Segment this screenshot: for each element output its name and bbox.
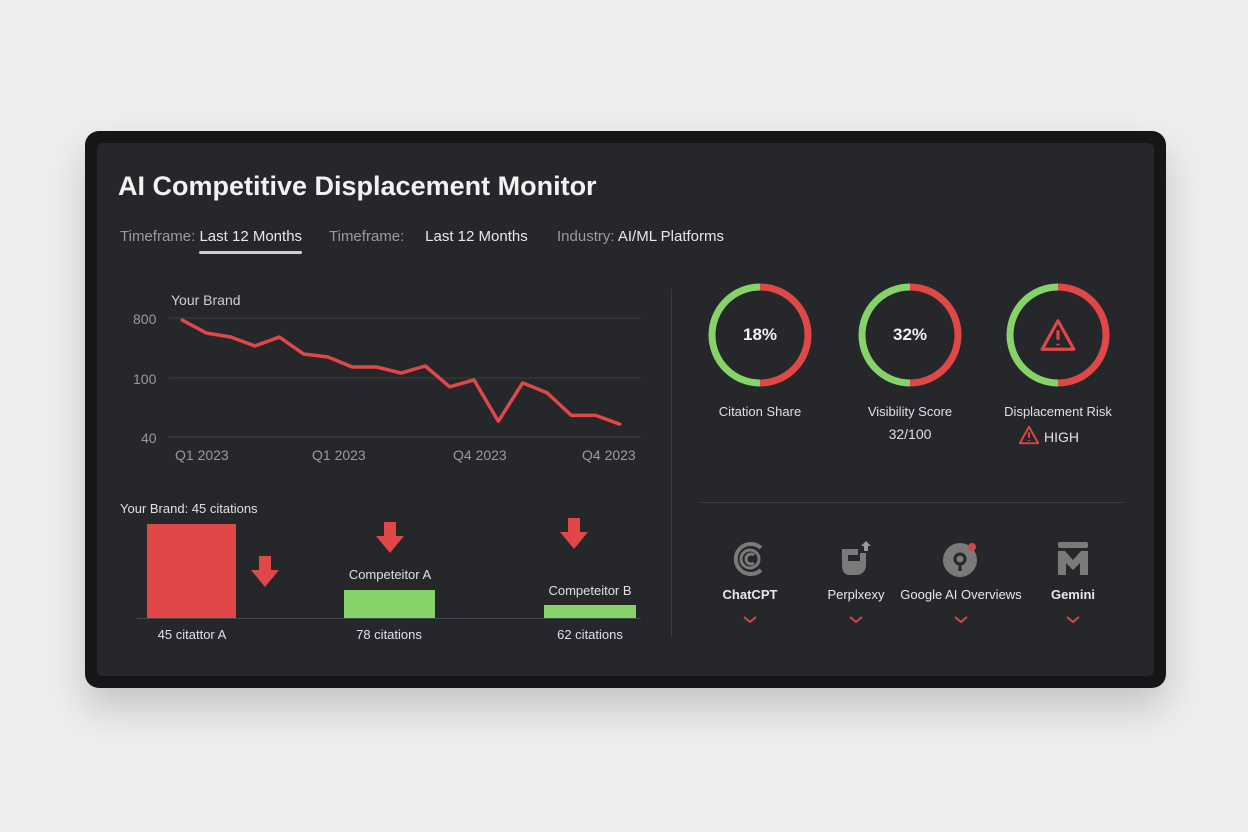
platform-name: ChatCPT	[722, 587, 778, 602]
gauge-value: 32%	[892, 325, 928, 344]
gauge-label: Visibility Score	[867, 404, 953, 419]
platform-2[interactable]: Google AI Overviews	[891, 539, 1031, 639]
gauge-label: Displacement Risk	[1004, 404, 1112, 419]
x-tick: Q4 2023	[453, 447, 507, 463]
filter-label: Timeframe:	[329, 228, 405, 245]
divider	[700, 502, 1125, 503]
risk-level: HIGH	[1044, 428, 1079, 445]
chevron-down-icon[interactable]	[849, 615, 863, 625]
warning-icon	[1018, 424, 1040, 449]
gauge-ring	[858, 283, 962, 387]
line-point	[375, 365, 379, 369]
gauge-subvalue: 32/100	[888, 426, 932, 442]
filter-label: Industry:	[557, 228, 615, 245]
line-chart	[169, 317, 641, 438]
bar-value-label: 45 citattor A	[157, 627, 227, 642]
x-tick: Q4 2023	[582, 447, 636, 463]
chevron-down-icon[interactable]	[954, 615, 968, 625]
bar-value-label: 62 citations	[557, 627, 623, 642]
gauge-ring	[708, 283, 812, 387]
platform-name: Google AI Overviews	[900, 587, 1022, 602]
warning-icon	[1039, 316, 1077, 359]
line-point	[618, 422, 622, 426]
gemini-icon	[1053, 539, 1093, 584]
dashboard-panel: AI Competitive Displacement Monitor Time…	[97, 143, 1154, 676]
filter-value: Last 12 Months	[199, 228, 303, 245]
chatgpt-icon	[730, 539, 770, 584]
x-tick: Q1 2023	[175, 447, 229, 463]
platform-name: Perplxexy	[827, 587, 885, 602]
line-point	[569, 413, 573, 417]
line-point	[277, 335, 281, 339]
active-filter-underline	[199, 251, 302, 254]
line-point	[448, 385, 452, 389]
filter-value: Last 12 Months	[425, 228, 528, 245]
filter-industry[interactable]: Industry: AI/ML Platforms	[557, 228, 724, 245]
perplexity-icon	[836, 539, 876, 584]
line-point	[204, 331, 208, 335]
filter-label: Timeframe:	[120, 228, 196, 245]
platform-3[interactable]: Gemini	[1003, 539, 1143, 639]
bar-label: Competeitor A	[348, 567, 432, 582]
chevron-down-icon[interactable]	[1066, 615, 1080, 625]
line-point	[594, 413, 598, 417]
gauge-value: 18%	[742, 325, 778, 344]
y-tick: 40	[141, 430, 157, 446]
platform-0[interactable]: ChatCPT	[680, 539, 820, 639]
line-point	[302, 352, 306, 356]
bar-value-label: 78 citations	[356, 627, 422, 642]
line-point	[545, 391, 549, 395]
line-point	[399, 371, 403, 375]
line-point	[350, 365, 354, 369]
line-point	[521, 381, 525, 385]
bar-competitor-a	[344, 590, 435, 618]
risk-badge: HIGH	[1018, 424, 1079, 449]
y-tick: 100	[133, 371, 157, 387]
down-arrow-icon	[251, 556, 279, 587]
down-arrow-icon	[560, 518, 588, 549]
bar-label: Competeitor B	[548, 583, 632, 598]
bar-chart-title: Your Brand: 45 citations	[120, 501, 258, 516]
line-chart-title: Your Brand	[171, 292, 241, 308]
line-point	[472, 378, 476, 382]
bar-competitor-b	[544, 605, 636, 618]
google-ai-icon	[941, 539, 981, 584]
filter-timeframe-1[interactable]: Timeframe: Last 12 Months	[120, 228, 302, 245]
bar-your-brand	[147, 524, 236, 618]
page-title: AI Competitive Displacement Monitor	[118, 171, 597, 201]
filter-value: AI/ML Platforms	[617, 228, 725, 245]
y-tick: 800	[133, 311, 157, 327]
line-point	[496, 419, 500, 423]
line-point	[326, 355, 330, 359]
chevron-down-icon[interactable]	[743, 615, 757, 625]
platform-name: Gemini	[1050, 587, 1096, 602]
down-arrow-icon	[376, 522, 404, 553]
line-point	[229, 335, 233, 339]
line-point	[423, 364, 427, 368]
filter-timeframe-2[interactable]: Timeframe: Last 12 Months	[329, 228, 528, 245]
line-point	[180, 318, 184, 322]
x-tick: Q1 2023	[312, 447, 366, 463]
gauge-ring	[1006, 283, 1110, 387]
line-point	[253, 344, 257, 348]
bar-baseline	[137, 618, 641, 619]
platform-1[interactable]: Perplxexy	[786, 539, 926, 639]
divider	[671, 289, 672, 637]
gauge-label: Citation Share	[718, 404, 802, 419]
